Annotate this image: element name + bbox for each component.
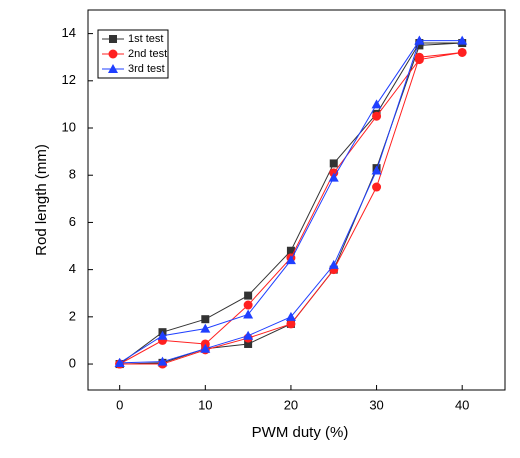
data-point [286, 319, 296, 329]
y-tick-label: 14 [62, 25, 76, 40]
data-point [201, 315, 210, 324]
y-tick-label: 10 [62, 119, 76, 134]
series-line [119, 40, 463, 364]
data-point [457, 47, 467, 57]
data-point [157, 356, 168, 366]
data-point [328, 172, 339, 182]
data-point [371, 165, 382, 175]
data-point [285, 255, 296, 265]
data-point [243, 330, 254, 340]
data-point [414, 35, 425, 45]
data-point [328, 259, 339, 269]
data-point [200, 323, 211, 333]
y-tick-label: 4 [69, 261, 76, 276]
data-point [244, 291, 253, 300]
legend-marker [108, 49, 118, 59]
data-point [414, 55, 424, 65]
data-point [114, 357, 125, 367]
y-tick-label: 0 [69, 355, 76, 370]
y-axis-label: Rod length (mm) [33, 144, 50, 256]
data-point [243, 309, 254, 319]
data-point [244, 339, 253, 348]
data-point [243, 300, 253, 310]
data-point [457, 35, 468, 45]
data-point [157, 330, 168, 340]
legend-label: 3rd test [128, 63, 165, 75]
data-point [200, 343, 211, 353]
legend-marker [108, 64, 118, 73]
legend-label: 2nd test [128, 48, 167, 60]
legend-marker [109, 35, 117, 43]
data-point [371, 99, 382, 109]
x-tick-label: 40 [455, 397, 469, 412]
data-point [372, 111, 382, 121]
y-tick-label: 12 [62, 72, 76, 87]
x-tick-label: 20 [284, 397, 298, 412]
x-tick-label: 30 [369, 397, 383, 412]
data-point [372, 182, 382, 192]
y-tick-label: 8 [69, 167, 76, 182]
y-tick-label: 6 [69, 214, 76, 229]
x-axis-label: PWM duty (%) [252, 424, 349, 441]
data-point [285, 311, 296, 321]
legend-label: 1st test [128, 33, 163, 45]
x-tick-label: 0 [116, 397, 123, 412]
y-tick-label: 2 [69, 308, 76, 323]
data-point [329, 159, 338, 168]
data-point [286, 246, 295, 255]
plot-frame [87, 9, 506, 391]
x-tick-label: 10 [198, 397, 212, 412]
